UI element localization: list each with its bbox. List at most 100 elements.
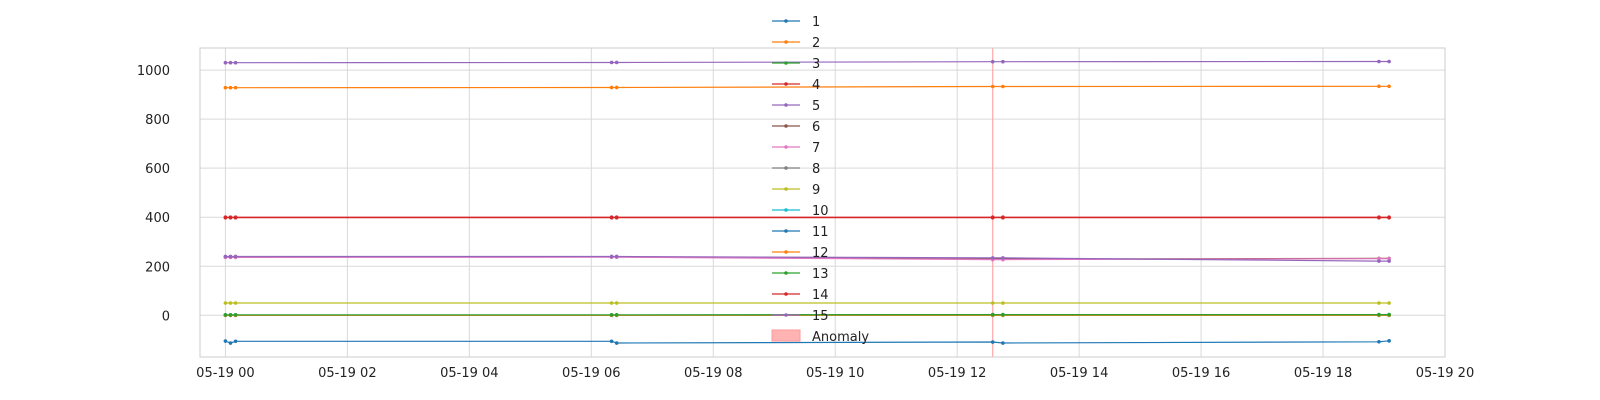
legend-label: 1 — [812, 15, 820, 30]
legend-item: 12 — [772, 246, 829, 261]
data-point — [614, 301, 619, 305]
legend-item: 7 — [772, 141, 820, 156]
legend-item: 10 — [772, 204, 829, 219]
legend-label: 7 — [812, 141, 820, 156]
x-tick-label: 05-19 18 — [1294, 366, 1352, 381]
data-point — [223, 339, 228, 343]
legend-marker — [784, 124, 788, 128]
data-point — [609, 313, 614, 317]
data-point — [1377, 215, 1381, 220]
data-point — [223, 313, 228, 317]
y-axis-ticks: 0 200 400 600 800 1000 — [137, 64, 170, 324]
legend-item: 6 — [772, 120, 820, 135]
x-tick-label: 05-19 00 — [196, 366, 254, 381]
legend-item: 15 — [772, 309, 829, 324]
data-point — [1001, 256, 1005, 260]
legend-item: 13 — [772, 267, 829, 282]
data-point — [609, 301, 614, 305]
y-tick-label: 1000 — [137, 64, 170, 79]
data-point — [609, 339, 614, 344]
data-point — [614, 85, 619, 90]
series-9 — [223, 301, 1391, 305]
data-point — [1001, 84, 1005, 89]
series-15 — [223, 254, 1391, 263]
data-point — [223, 60, 228, 65]
data-point — [228, 254, 233, 259]
series-2 — [223, 84, 1391, 90]
data-point — [990, 340, 995, 344]
data-point — [990, 301, 995, 305]
legend-label: 11 — [812, 225, 829, 240]
legend-item: 2 — [772, 36, 820, 51]
data-point — [990, 84, 995, 89]
legend-marker — [784, 271, 788, 275]
legend-marker — [784, 187, 788, 191]
legend-marker — [784, 208, 788, 212]
data-point — [609, 254, 614, 259]
legend-swatch — [771, 329, 801, 342]
legend-marker — [784, 145, 788, 149]
legend-marker — [784, 40, 788, 44]
data-point — [233, 85, 238, 90]
data-point — [990, 256, 995, 260]
y-tick-label: 200 — [145, 260, 170, 275]
x-tick-label: 05-19 14 — [1050, 366, 1108, 381]
data-point — [1001, 312, 1005, 317]
data-point — [1377, 339, 1381, 344]
x-tick-label: 05-19 08 — [684, 366, 742, 381]
series-lines — [223, 59, 1391, 345]
legend-marker — [784, 103, 788, 107]
series-line — [225, 340, 1390, 344]
legend-label: 12 — [812, 246, 829, 261]
data-point — [233, 301, 238, 305]
legend-item: 1 — [772, 15, 820, 30]
legend-item: 9 — [772, 183, 820, 198]
legend-label: 9 — [812, 183, 820, 198]
data-point — [1001, 301, 1005, 305]
series-5 — [223, 59, 1391, 65]
legend-label: 6 — [812, 120, 820, 135]
data-point — [1387, 301, 1391, 305]
legend-label: 15 — [812, 309, 829, 324]
data-point — [1001, 215, 1005, 220]
y-tick-label: 800 — [145, 113, 170, 128]
legend-item: 14 — [772, 288, 829, 303]
x-tick-label: 05-19 16 — [1172, 366, 1230, 381]
legend-marker — [784, 19, 788, 23]
data-point — [609, 215, 614, 220]
legend-label: 4 — [812, 78, 820, 93]
data-point — [233, 313, 238, 317]
legend-marker — [784, 313, 788, 317]
data-point — [1001, 59, 1005, 64]
data-point — [228, 85, 233, 90]
data-point — [609, 85, 614, 90]
data-point — [1377, 59, 1381, 64]
x-tick-label: 05-19 04 — [440, 366, 498, 381]
x-tick-label: 05-19 10 — [806, 366, 864, 381]
data-point — [614, 341, 619, 345]
legend-marker — [784, 61, 788, 65]
legend-item: 8 — [772, 162, 820, 177]
legend-item: 5 — [772, 99, 820, 114]
data-point — [614, 313, 619, 317]
data-point — [233, 339, 238, 344]
legend-label: 14 — [812, 288, 829, 303]
data-point — [223, 85, 228, 90]
data-point — [223, 215, 228, 220]
legend-marker — [784, 82, 788, 86]
data-point — [223, 301, 228, 305]
data-point — [228, 60, 233, 65]
legend-label: 5 — [812, 99, 820, 114]
data-point — [1377, 84, 1381, 89]
data-point — [1387, 312, 1391, 317]
legend-label: 3 — [812, 57, 820, 72]
x-tick-label: 05-19 20 — [1416, 366, 1474, 381]
legend-label: 2 — [812, 36, 820, 51]
legend-label: 8 — [812, 162, 820, 177]
data-point — [1387, 215, 1391, 220]
data-point — [609, 60, 614, 65]
data-point — [1387, 84, 1391, 89]
data-point — [228, 301, 233, 305]
